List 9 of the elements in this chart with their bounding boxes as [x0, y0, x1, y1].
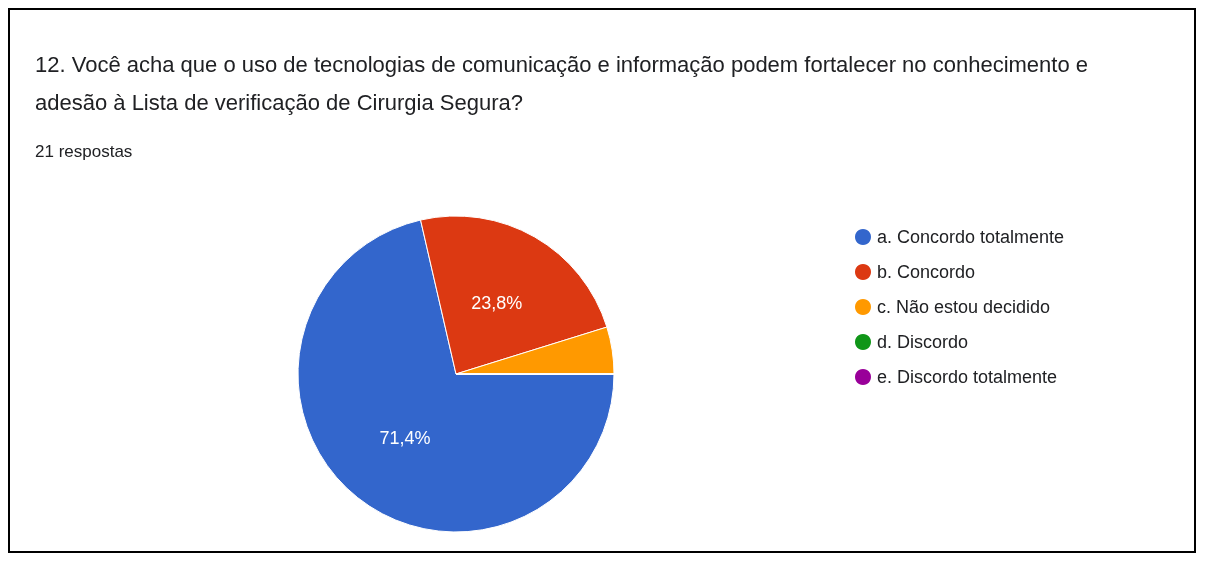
legend-label: c. Não estou decidido	[877, 297, 1051, 317]
chart-title: 12. Você acha que o uso de tecnologias de comunicação e informação podem fortalecer no conhecimento e adesão à Lista de verificação de Cirurgia Segura?	[35, 51, 1095, 115]
text: 21 respostas	[35, 142, 133, 161]
data-label: 23,8%	[471, 292, 523, 313]
legend-label: d. Discordo	[877, 332, 969, 352]
legend-label: e. Discordo totalmente	[877, 367, 1058, 387]
legend-label: a. Concordo totalmente	[877, 227, 1065, 247]
data-label: 71,4%	[379, 428, 431, 449]
legend-label: b. Concordo	[877, 262, 976, 282]
